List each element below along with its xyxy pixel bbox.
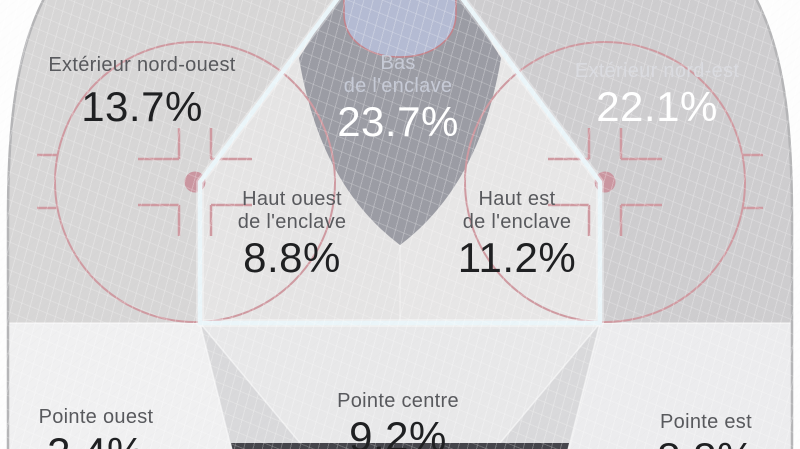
zone-exterieur-nord-est: [459, 0, 792, 323]
zone-pointe-centre: [200, 323, 600, 449]
rink-boards: [6, 0, 794, 449]
zone-haut-est: [400, 0, 600, 323]
bottom-dark-band: [231, 443, 569, 449]
zone-pointe-ouest: [8, 323, 233, 449]
house-outline: [197, 0, 603, 326]
faceoff-circle-left: [54, 41, 336, 323]
zone-boundary-lines: [8, 245, 792, 449]
faceoff-markings: [37, 41, 763, 323]
zone-pointe-est: [567, 323, 792, 449]
zone-haut-ouest: [200, 0, 400, 323]
zone-bas-enclave: [299, 0, 501, 245]
goal-crease: [343, 0, 457, 58]
faceoff-circle-right: [464, 41, 746, 323]
